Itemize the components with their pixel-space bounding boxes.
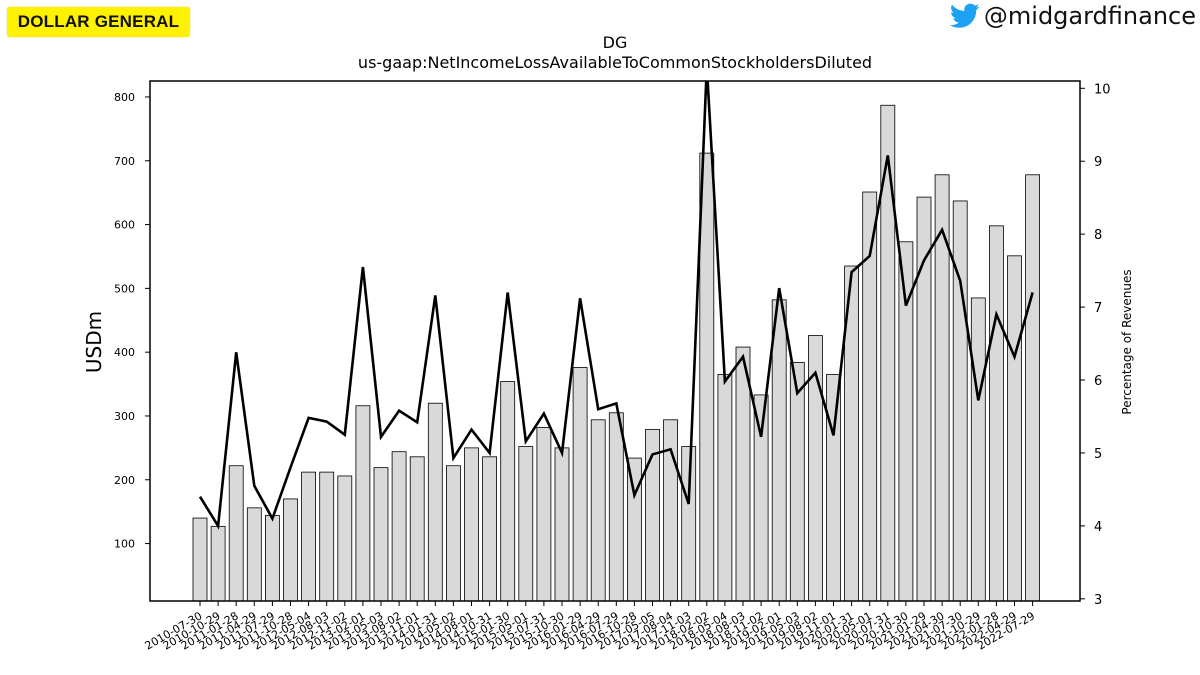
bar-2010-07-30 bbox=[192, 517, 208, 602]
bar-2016-04-29 bbox=[590, 419, 606, 602]
y-tick-label-400: 400 bbox=[114, 346, 135, 359]
y-right-tick-label-9: 9 bbox=[1094, 155, 1102, 170]
bar-2016-01-29 bbox=[572, 367, 588, 602]
bar-2019-11-01 bbox=[826, 374, 841, 602]
bar-2012-08-03 bbox=[319, 471, 335, 602]
bar-2011-01-28 bbox=[228, 465, 244, 602]
bar-2018-11-02 bbox=[753, 394, 769, 602]
y-right-tick-label-8: 8 bbox=[1094, 228, 1102, 243]
twitter-handle: @midgardfinance bbox=[983, 2, 1196, 30]
bar-2015-05-01 bbox=[518, 446, 534, 602]
social-handle: @midgardfinance bbox=[949, 1, 1196, 31]
chart-subtitle: us-gaap:NetIncomeLossAvailableToCommonSt… bbox=[358, 53, 872, 72]
chart-title: DG bbox=[603, 33, 628, 52]
bar-2014-05-02 bbox=[445, 465, 461, 602]
y-right-tick-label-7: 7 bbox=[1094, 301, 1102, 316]
y-right-tick-label-10: 10 bbox=[1094, 82, 1111, 97]
bar-2018-02-02 bbox=[699, 152, 715, 602]
bar-2016-10-28 bbox=[627, 457, 642, 602]
plot-frame bbox=[149, 80, 1081, 602]
bar-2012-05-04 bbox=[301, 471, 317, 602]
bar-2014-10-31 bbox=[482, 456, 498, 602]
bar-2022-01-28 bbox=[989, 225, 1004, 602]
bar-2022-07-29 bbox=[1025, 174, 1040, 602]
bar-2012-11-02 bbox=[337, 475, 353, 602]
y-tick-label-100: 100 bbox=[114, 538, 135, 551]
percentage-line bbox=[198, 81, 1034, 530]
bar-2018-05-04 bbox=[717, 374, 733, 602]
y-right-tick-label-6: 6 bbox=[1094, 374, 1102, 389]
bar-2011-04-29 bbox=[246, 507, 262, 602]
bar-2018-08-03 bbox=[735, 346, 751, 602]
bar-2017-11-03 bbox=[681, 446, 697, 602]
bar-2011-10-28 bbox=[283, 498, 298, 602]
twitter-bird-icon bbox=[949, 3, 980, 28]
bar-2013-11-01 bbox=[409, 456, 425, 602]
bar-2021-07-30 bbox=[952, 200, 968, 602]
dollar-general-logo: DOLLAR GENERAL bbox=[7, 7, 190, 37]
bar-2011-07-29 bbox=[264, 515, 280, 602]
y-tick-label-500: 500 bbox=[114, 282, 135, 295]
bar-2015-10-30 bbox=[554, 447, 570, 602]
bar-2014-08-01 bbox=[464, 447, 479, 602]
bar-2019-05-03 bbox=[789, 361, 805, 602]
y-tick-label-800: 800 bbox=[114, 91, 135, 104]
y-right-tick-label-5: 5 bbox=[1094, 447, 1102, 462]
bar-2010-10-29 bbox=[210, 525, 226, 602]
bar-2013-02-01 bbox=[355, 405, 371, 602]
y-axis-label-right: Percentage of Revenues bbox=[1120, 269, 1134, 414]
bar-2013-08-02 bbox=[391, 451, 407, 602]
bar-2019-02-01 bbox=[771, 299, 787, 602]
bar-2013-05-03 bbox=[373, 467, 389, 602]
y-right-tick-label-4: 4 bbox=[1094, 520, 1102, 535]
bar-2022-04-29 bbox=[1007, 255, 1022, 602]
bar-2016-07-29 bbox=[608, 412, 624, 602]
y-axis-label: USDm bbox=[82, 311, 106, 373]
bar-2014-01-31 bbox=[427, 402, 443, 602]
y-tick-label-200: 200 bbox=[114, 474, 135, 487]
bar-2015-07-31 bbox=[536, 427, 552, 602]
y-tick-label-700: 700 bbox=[114, 155, 135, 168]
bar-2017-08-04 bbox=[663, 419, 678, 602]
y-right-tick-label-3: 3 bbox=[1094, 593, 1102, 608]
bar-2015-01-30 bbox=[500, 381, 516, 602]
logo-text: DOLLAR GENERAL bbox=[17, 12, 180, 31]
bar-2021-01-29 bbox=[916, 196, 932, 602]
y-tick-label-300: 300 bbox=[114, 410, 135, 423]
bar-2021-10-29 bbox=[970, 297, 986, 602]
y-tick-label-600: 600 bbox=[114, 219, 135, 232]
